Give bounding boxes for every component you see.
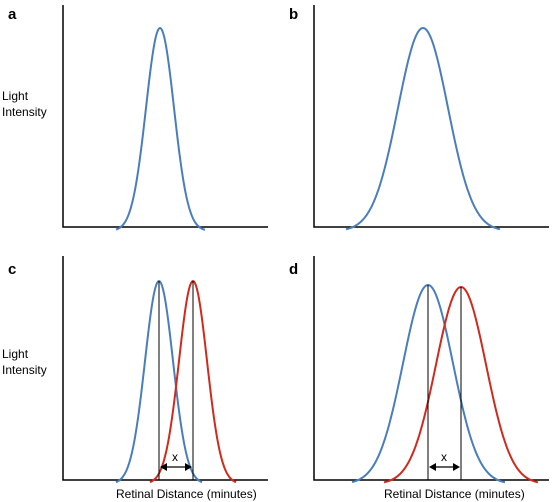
panel-a-blue-curve bbox=[115, 27, 206, 231]
y-axis-label-bottom-line2: Intensity bbox=[2, 363, 47, 377]
panel-d-separation-label: x bbox=[441, 450, 447, 464]
panel-b-blue-curve bbox=[345, 27, 501, 231]
x-axis-label-right: Retinal Distance (minutes) bbox=[384, 487, 525, 501]
panel-b-axes bbox=[313, 5, 549, 228]
panel-c-axes bbox=[62, 256, 268, 481]
y-axis-label-top-line1: Light bbox=[2, 89, 29, 103]
panel-c-separation-label: x bbox=[172, 450, 178, 464]
panel-c-separation-arrow bbox=[160, 463, 192, 471]
y-axis-label-bottom-line1: Light bbox=[2, 347, 29, 361]
panel-d-axes bbox=[313, 256, 549, 481]
panel-letter-d: d bbox=[289, 261, 298, 278]
panel-d-separation-arrow bbox=[429, 463, 460, 471]
y-axis-label-top-line2: Intensity bbox=[2, 105, 47, 119]
panel-letter-c: c bbox=[8, 261, 16, 278]
x-axis-label-left: Retinal Distance (minutes) bbox=[116, 487, 257, 501]
panel-letter-a: a bbox=[8, 6, 17, 23]
panel-letter-b: b bbox=[289, 6, 298, 23]
